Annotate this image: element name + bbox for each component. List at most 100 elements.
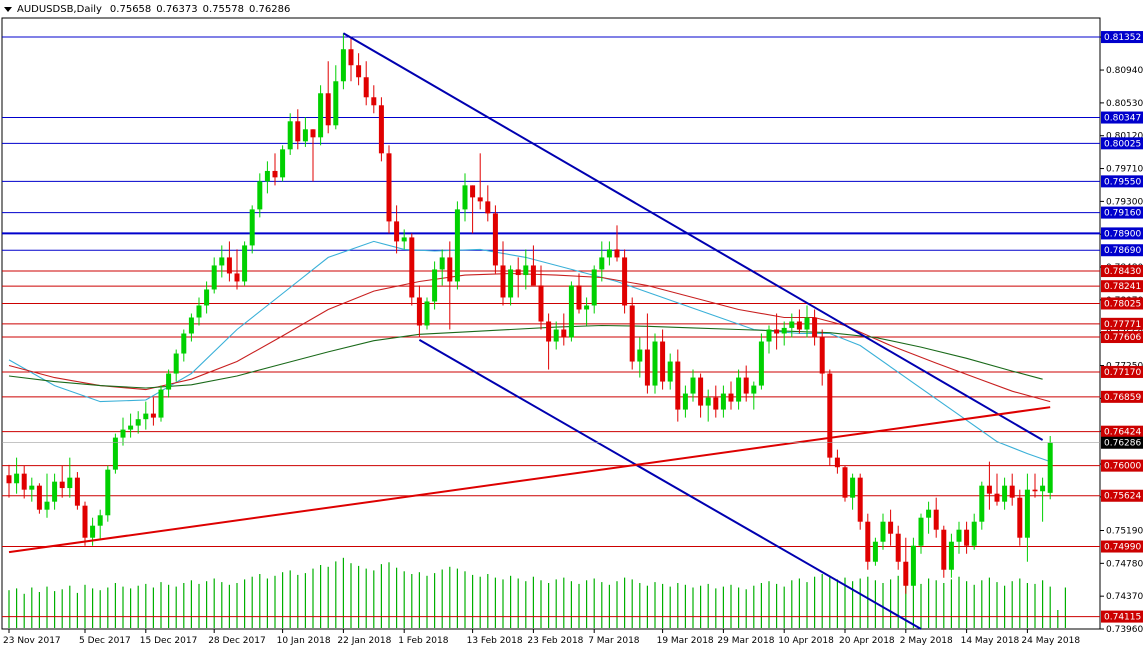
- candle-body: [59, 481, 65, 489]
- candle-body: [698, 377, 704, 406]
- candles: [6, 33, 1053, 594]
- candle-body: [90, 525, 96, 538]
- candle-body: [226, 257, 232, 274]
- x-tick-label: 29 Mar 2018: [717, 636, 774, 646]
- candle-body: [166, 373, 172, 390]
- candle-body: [97, 515, 103, 526]
- candle-body: [576, 285, 582, 310]
- candle-body: [986, 485, 992, 494]
- candle-body: [713, 397, 719, 410]
- candle-body: [622, 257, 628, 306]
- candle-body: [29, 485, 35, 490]
- candle-body: [736, 377, 742, 402]
- candle-body: [690, 377, 696, 394]
- price-level-tag: [1101, 297, 1143, 310]
- candle-body: [348, 49, 354, 66]
- current-price-label: 0.76286: [1104, 439, 1141, 449]
- chart-header: AUDUSDSB,Daily 0.75658 0.76373 0.75578 0…: [0, 2, 295, 16]
- candle-body: [371, 97, 377, 106]
- candle-body: [675, 361, 681, 410]
- candle-body: [530, 265, 536, 286]
- x-tick-label: 10 Apr 2018: [778, 636, 834, 646]
- candle-body: [743, 377, 749, 394]
- x-tick-label: 5 Dec 2017: [79, 636, 131, 646]
- candle-body: [74, 477, 80, 506]
- candle-body: [842, 467, 848, 498]
- price-level-label: 0.78900: [1104, 229, 1141, 239]
- candle-body: [538, 285, 544, 322]
- candle-body: [439, 257, 445, 270]
- candle-body: [910, 545, 916, 586]
- trendline: [418, 339, 922, 630]
- x-tick-label: 15 Dec 2017: [140, 636, 198, 646]
- candle-body: [424, 301, 430, 326]
- candle-body: [135, 419, 141, 426]
- candle-body: [599, 257, 605, 270]
- price-level-label: 0.79160: [1104, 209, 1141, 219]
- candle-body: [1009, 485, 1015, 498]
- candle-body: [766, 329, 772, 342]
- y-tick-label: 0.80530: [1106, 99, 1143, 109]
- candle-body: [14, 473, 20, 484]
- candle-body: [819, 337, 825, 374]
- candle-body: [834, 457, 840, 468]
- candle-body: [827, 373, 833, 458]
- y-tick-label: 0.74780: [1106, 559, 1143, 569]
- price-level-label: 0.79550: [1104, 177, 1141, 187]
- price-level-tag: [1101, 227, 1143, 240]
- candle-body: [979, 485, 985, 522]
- price-level-tag: [1101, 206, 1143, 219]
- candle-body: [941, 529, 947, 570]
- candle-body: [333, 81, 339, 126]
- candle-body: [462, 185, 468, 210]
- candle-body: [781, 327, 787, 334]
- price-level-label: 0.76859: [1104, 393, 1141, 403]
- candle-body: [264, 170, 270, 182]
- candle-body: [158, 389, 164, 418]
- candle-body: [546, 321, 552, 342]
- candle-body: [52, 481, 58, 502]
- candle-body: [553, 329, 559, 342]
- candle-body: [1024, 489, 1030, 538]
- y-tick-label: 0.79710: [1106, 165, 1143, 175]
- candle-body: [6, 475, 12, 484]
- y-tick-label: 0.80940: [1106, 66, 1143, 76]
- candle-body: [584, 305, 590, 310]
- candle-body: [173, 353, 179, 374]
- x-tick-label: 13 Feb 2018: [467, 636, 523, 646]
- price-level-label: 0.75624: [1104, 492, 1141, 502]
- candle-body: [850, 477, 856, 498]
- candle-body: [295, 121, 301, 142]
- close-value: 0.76286: [249, 3, 291, 15]
- price-level-tag: [1101, 137, 1143, 150]
- symbol-label: AUDUSDSB,Daily: [17, 3, 102, 15]
- candle-body: [629, 305, 635, 362]
- x-tick-label: 19 Mar 2018: [657, 636, 714, 646]
- y-tick-label: 0.79300: [1106, 197, 1143, 207]
- candle-body: [895, 533, 901, 562]
- collapse-triangle-icon[interactable]: [4, 6, 12, 12]
- candle-body: [682, 393, 688, 410]
- candle-body: [918, 517, 924, 546]
- candle-body: [1040, 485, 1046, 492]
- candle-body: [933, 509, 939, 530]
- price-level-tag: [1101, 244, 1143, 257]
- candle-body: [926, 509, 932, 518]
- candle-body: [705, 397, 711, 406]
- candle-body: [128, 425, 134, 430]
- candle-body: [454, 209, 460, 282]
- x-tick-label: 22 Jan 2018: [337, 636, 391, 646]
- y-tick-label: 0.74370: [1106, 592, 1143, 602]
- price-level-label: 0.78430: [1104, 267, 1141, 277]
- price-level-label: 0.78241: [1104, 282, 1141, 292]
- trendline: [8, 406, 1051, 554]
- price-level-tag: [1101, 331, 1143, 344]
- candle-body: [728, 393, 734, 402]
- low-value: 0.75578: [202, 3, 244, 15]
- candle-body: [287, 121, 293, 150]
- candle-body: [789, 321, 795, 328]
- high-value: 0.76373: [156, 3, 198, 15]
- candle-body: [492, 213, 498, 266]
- candle-body: [340, 49, 346, 82]
